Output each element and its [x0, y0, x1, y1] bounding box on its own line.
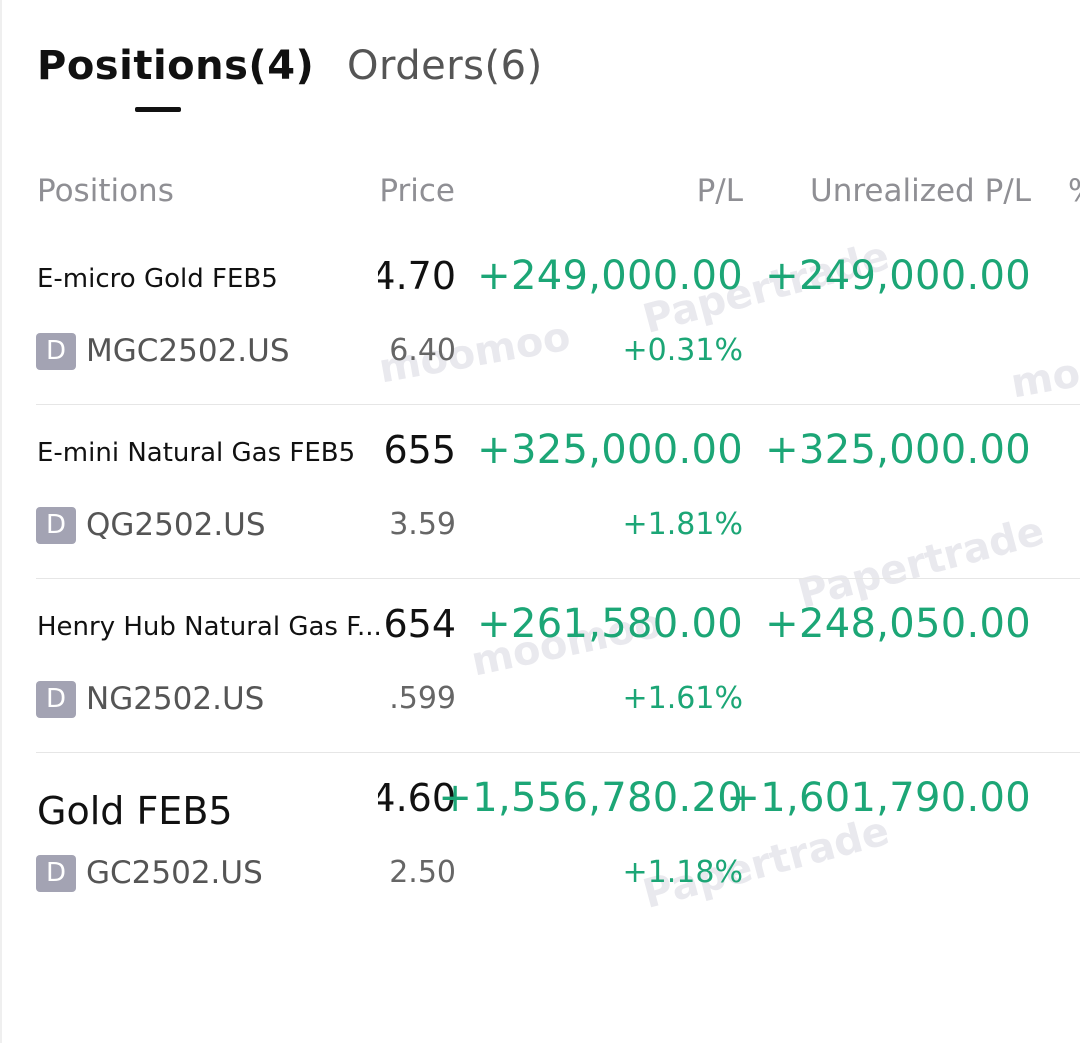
tab-orders[interactable]: Orders(6) [347, 43, 543, 89]
derivative-badge: D [36, 681, 76, 718]
left-edge-border [0, 0, 2, 1043]
price-value: 4.60 [378, 776, 456, 820]
pl-value: +1,556,780.20 [438, 775, 743, 821]
column-header-pl[interactable]: P/L [696, 173, 743, 209]
row-divider [36, 578, 1080, 579]
derivative-badge: D [36, 507, 76, 544]
pl-percent: +0.31% [622, 333, 743, 368]
position-row-qg[interactable]: E-mini Natural Gas FEB5 D QG2502.US 655 … [0, 405, 1080, 579]
row-divider [36, 404, 1080, 405]
tab-positions[interactable]: Positions(4) [37, 43, 315, 89]
derivative-badge: D [36, 855, 76, 892]
price-secondary: 2.50 [389, 855, 456, 890]
price-secondary: .599 [389, 681, 456, 716]
position-name: E-micro Gold FEB5 [37, 264, 278, 294]
price-value: 655 [383, 428, 456, 472]
position-symbol: GC2502.US [86, 855, 263, 891]
unrealized-pl-value: +248,050.00 [765, 601, 1031, 647]
position-symbol: MGC2502.US [86, 333, 290, 369]
active-tab-indicator [135, 107, 181, 112]
position-name: E-mini Natural Gas FEB5 [37, 438, 356, 468]
pl-value: +325,000.00 [477, 427, 743, 473]
unrealized-pl-value: +249,000.00 [765, 253, 1031, 299]
row-divider [36, 752, 1080, 753]
pl-percent: +1.81% [622, 507, 743, 542]
column-header-price[interactable]: Price [379, 173, 455, 209]
position-name: Henry Hub Natural Gas F... [37, 612, 382, 642]
position-name: Gold FEB5 [37, 789, 233, 833]
position-symbol: NG2502.US [86, 681, 265, 717]
price-secondary: 3.59 [389, 507, 456, 542]
column-header-positions[interactable]: Positions [37, 173, 174, 209]
position-row-gc[interactable]: Gold FEB5 D GC2502.US 4.60 2.50 +1,556,7… [0, 753, 1080, 927]
unrealized-pl-value: +1,601,790.00 [726, 775, 1031, 821]
pl-percent: +1.18% [622, 855, 743, 890]
position-row-ng[interactable]: Henry Hub Natural Gas F... D NG2502.US 6… [0, 579, 1080, 753]
price-secondary: 6.40 [389, 333, 456, 368]
unrealized-pl-value: +325,000.00 [765, 427, 1031, 473]
pl-value: +249,000.00 [477, 253, 743, 299]
position-symbol: QG2502.US [86, 507, 266, 543]
pl-value: +261,580.00 [477, 601, 743, 647]
price-value: 4.70 [378, 254, 456, 298]
derivative-badge: D [36, 333, 76, 370]
column-header-unrealized-pl[interactable]: Unrealized P/L [810, 173, 1031, 209]
position-row-mgc[interactable]: E-micro Gold FEB5 D MGC2502.US 4.70 6.40… [0, 231, 1080, 405]
pl-percent: +1.61% [622, 681, 743, 716]
column-header-percent[interactable]: % [1068, 170, 1080, 212]
price-value: 654 [383, 602, 456, 646]
